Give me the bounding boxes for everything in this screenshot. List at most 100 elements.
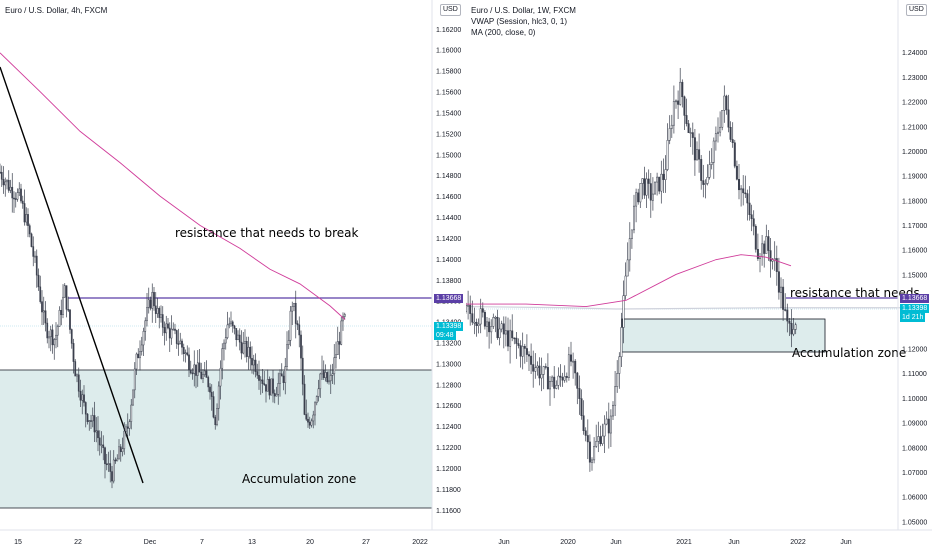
candle-body xyxy=(98,437,101,446)
candle-body xyxy=(142,331,145,346)
candle-body xyxy=(584,430,587,436)
candle-body xyxy=(191,372,194,375)
left-resistance-label: resistance that needs to break xyxy=(175,226,358,240)
candle-body xyxy=(223,342,225,349)
candle-body xyxy=(91,415,94,422)
time-axis-label: 7 xyxy=(200,539,204,546)
candle-body xyxy=(207,377,210,388)
time-axis-label: 2022 xyxy=(412,539,428,546)
price-axis-label: 1.13800 xyxy=(436,278,461,285)
price-axis-label: 1.22000 xyxy=(902,100,927,107)
right-candles xyxy=(466,67,797,472)
candle-body xyxy=(328,380,330,383)
left-resistance-price-tag: 1.13668 xyxy=(434,294,464,303)
candle-body xyxy=(595,441,598,447)
candle-body xyxy=(109,463,112,472)
candle-body xyxy=(679,81,682,105)
candle-body xyxy=(717,131,719,134)
candle-body xyxy=(221,348,224,369)
right-price-axis[interactable]: 1.24000 1.23000 1.22000 1.21000 1.20000 1.190… xyxy=(902,50,927,526)
price-axis-label: 1.12000 xyxy=(436,466,461,473)
candle-body xyxy=(216,408,218,425)
price-axis-label: 1.12400 xyxy=(436,424,461,431)
candle-body xyxy=(603,423,606,437)
candle-body xyxy=(294,302,297,324)
right-currency-badge[interactable]: USD xyxy=(906,4,927,16)
price-axis-label: 1.15600 xyxy=(436,90,461,97)
candle-body xyxy=(259,379,262,382)
candle-body xyxy=(538,365,541,379)
right-indicator-vwap[interactable]: VWAP (Session, hlc3, 0, 1) xyxy=(471,17,568,26)
candle-body xyxy=(557,375,560,386)
candle-body xyxy=(76,374,78,377)
left-chart-pane[interactable]: resistance that needs to break Accumulat… xyxy=(0,0,466,550)
left-price-axis[interactable]: 1.16200 1.16000 1.15800 1.15600 1.15400 1.152… xyxy=(436,27,461,515)
time-axis-label: 13 xyxy=(248,539,256,546)
candle-body xyxy=(714,133,717,142)
candle-body xyxy=(11,186,14,199)
candle-body xyxy=(266,379,269,392)
candle-body xyxy=(287,340,290,345)
candle-body xyxy=(521,346,524,357)
candle-body xyxy=(27,214,29,226)
candle-body xyxy=(48,336,50,339)
price-axis-label: 1.23000 xyxy=(902,75,927,82)
candle-body xyxy=(324,372,327,378)
candle-body xyxy=(2,179,5,186)
right-time-axis[interactable]: Jun 2020 Jun 2021 Jun 2022 Jun xyxy=(498,539,851,546)
left-chart-canvas[interactable]: resistance that needs to break Accumulat… xyxy=(0,0,466,550)
right-indicator-ma[interactable]: MA (200, close, 0) xyxy=(471,28,536,37)
candle-body xyxy=(181,340,183,348)
candle-body xyxy=(114,459,117,462)
candle-body xyxy=(469,304,472,314)
price-axis-label: 1.18000 xyxy=(902,198,927,205)
right-chart-pane[interactable]: resistance that needs Accumulation zone … xyxy=(466,0,932,550)
candle-body xyxy=(132,389,134,406)
candle-body xyxy=(273,393,276,397)
candle-body xyxy=(490,326,493,333)
candle-body xyxy=(263,383,266,385)
candle-body xyxy=(291,306,294,312)
candle-body xyxy=(308,421,311,426)
candle-body xyxy=(301,357,304,385)
candle-body xyxy=(471,313,474,323)
candle-body xyxy=(507,330,509,347)
price-axis-label: 1.15200 xyxy=(436,131,461,138)
candle-body xyxy=(63,285,66,298)
candle-body xyxy=(668,128,671,141)
candle-body xyxy=(338,341,341,345)
candle-body xyxy=(643,178,646,196)
candle-body xyxy=(572,360,575,363)
right-chart-canvas[interactable]: resistance that needs Accumulation zone … xyxy=(466,0,932,550)
candle-body xyxy=(280,373,283,377)
candle-body xyxy=(270,378,273,396)
right-countdown-tag: 1d 21h xyxy=(900,313,926,322)
candle-body xyxy=(534,367,537,372)
candle-body xyxy=(733,142,736,167)
candle-body xyxy=(656,176,659,183)
left-currency-badge[interactable]: USD xyxy=(440,4,461,16)
candle-body xyxy=(51,329,54,346)
candle-body xyxy=(261,379,264,384)
candle-body xyxy=(567,354,570,378)
left-trendline xyxy=(0,66,144,484)
candle-body xyxy=(517,343,520,346)
candle-body xyxy=(622,295,625,328)
candle-body xyxy=(186,352,189,356)
candle-body xyxy=(618,356,621,374)
candle-body xyxy=(277,383,280,395)
price-axis-label: 1.12800 xyxy=(436,382,461,389)
candle-body xyxy=(258,375,260,381)
left-time-axis[interactable]: 15 22 Dec 7 13 20 27 2022 xyxy=(14,539,428,546)
candle-body xyxy=(326,372,329,382)
candle-body xyxy=(597,436,600,442)
candle-body xyxy=(179,340,182,344)
price-axis-label: 1.05000 xyxy=(902,519,927,526)
candle-body xyxy=(112,459,115,482)
candle-body xyxy=(591,459,593,463)
right-resistance-label: resistance that needs xyxy=(790,286,920,300)
candle-body xyxy=(97,430,99,439)
candle-body xyxy=(4,181,7,186)
left-symbol-title: Euro / U.S. Dollar, 4h, FXCM xyxy=(5,6,108,15)
candle-body xyxy=(479,308,482,325)
